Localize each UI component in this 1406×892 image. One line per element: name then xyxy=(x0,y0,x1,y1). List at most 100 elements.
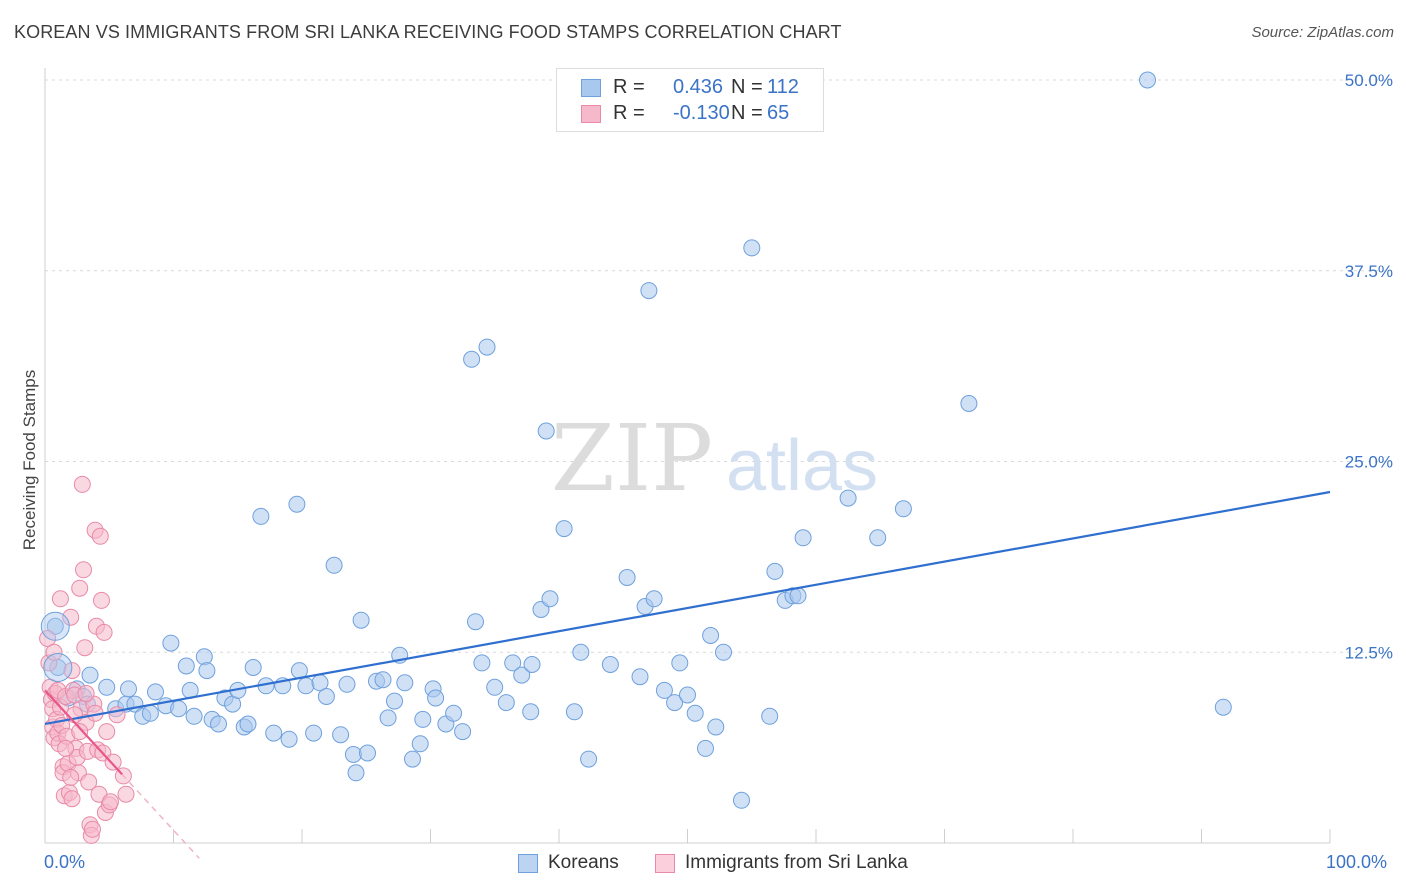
sri-lanka-point xyxy=(62,608,80,626)
korean-point xyxy=(141,704,159,722)
trend-lines xyxy=(44,490,1331,859)
sri-lanka-swatch xyxy=(581,105,601,123)
korean-point xyxy=(715,643,732,661)
korean-point xyxy=(162,634,180,652)
korean-point xyxy=(81,666,99,684)
korean-point xyxy=(679,686,696,704)
korean-point xyxy=(280,730,298,748)
korean-point xyxy=(666,694,684,712)
sri-lanka-point xyxy=(63,790,81,808)
korean-point xyxy=(265,724,283,742)
korean-point xyxy=(580,750,598,768)
korean-point xyxy=(239,715,257,733)
korean-point xyxy=(252,507,270,525)
sri-lanka-point xyxy=(91,527,109,545)
data-points xyxy=(39,71,1232,844)
sri-lanka-point xyxy=(76,639,94,657)
sri-lanka-point xyxy=(80,773,98,791)
watermark-zip: ZIP xyxy=(551,405,713,512)
x-tick-label-min: 0.0% xyxy=(44,852,86,872)
y-tick-label: 50.0% xyxy=(1345,71,1393,90)
korean-point xyxy=(960,395,978,412)
korean-point xyxy=(454,723,472,741)
grid-lines xyxy=(45,79,1392,653)
sri-lanka-point xyxy=(73,475,91,493)
korean-point xyxy=(473,654,491,672)
chart-title: KOREAN VS IMMIGRANTS FROM SRI LANKA RECE… xyxy=(14,22,842,42)
korean-point xyxy=(537,422,555,440)
sri-lanka-trend-extension xyxy=(121,773,200,859)
korean-point xyxy=(697,739,714,757)
n-value: 112 xyxy=(767,76,799,98)
korean-point xyxy=(839,489,857,507)
korean-point xyxy=(40,611,70,641)
korean-point xyxy=(244,659,262,676)
korean-point xyxy=(347,764,365,782)
korean-point xyxy=(640,282,658,300)
korean-point xyxy=(733,791,750,809)
korean-point xyxy=(1214,698,1232,716)
korean-point xyxy=(379,709,397,727)
legend-swatch-koreans xyxy=(518,854,538,873)
korean-point xyxy=(386,692,403,710)
korean-point xyxy=(794,529,812,547)
korean-point xyxy=(504,654,522,672)
legend-swatch-sri-lanka xyxy=(655,854,675,873)
korean-point xyxy=(618,569,636,586)
korean-point xyxy=(541,590,559,608)
sri-lanka-point xyxy=(77,685,95,702)
korean-point xyxy=(414,710,432,728)
korean-point xyxy=(565,703,583,721)
korean-point xyxy=(523,656,541,673)
korean-point xyxy=(396,674,414,692)
sri-lanka-point xyxy=(62,768,80,786)
sri-lanka-point xyxy=(104,753,122,771)
sri-lanka-point xyxy=(57,739,75,757)
n-label: N = xyxy=(731,102,763,124)
korean-point xyxy=(305,724,323,742)
axes xyxy=(44,68,1331,844)
x-tick-label-max: 100.0% xyxy=(1326,852,1388,872)
r-label: R = xyxy=(613,102,645,124)
korean-point xyxy=(374,671,392,689)
korean-point xyxy=(671,654,689,672)
korean-point xyxy=(869,529,887,547)
korean-point xyxy=(478,338,496,356)
korean-point xyxy=(766,562,784,580)
sri-lanka-point xyxy=(117,785,135,803)
sri-lanka-point xyxy=(51,590,69,608)
korean-point xyxy=(601,656,619,673)
korean-point xyxy=(467,613,484,631)
r-value: -0.130 xyxy=(673,102,730,124)
korean-point xyxy=(572,643,590,661)
korean-point xyxy=(702,627,720,644)
sri-lanka-point xyxy=(71,579,89,597)
y-tick-label: 37.5% xyxy=(1345,262,1393,281)
korean-point xyxy=(645,590,663,608)
y-tick-label: 25.0% xyxy=(1345,453,1393,472)
korean-point xyxy=(631,668,649,686)
korean-point xyxy=(445,704,463,722)
korean-point xyxy=(655,681,673,699)
sri-lanka-point xyxy=(71,723,89,741)
korean-point xyxy=(147,683,164,701)
korean-point xyxy=(317,688,335,705)
korean-point xyxy=(297,677,315,695)
korean-point xyxy=(98,678,116,696)
korean-point xyxy=(522,703,540,721)
korean-point xyxy=(46,617,64,635)
korean-point xyxy=(894,500,912,518)
correlation-stats-box: R = 0.436 N = 112 R = -0.130 N = 65 xyxy=(556,68,824,132)
korean-point xyxy=(195,648,213,666)
korean-point xyxy=(210,715,227,733)
sri-lanka-point xyxy=(98,723,116,741)
korean-point xyxy=(185,707,203,725)
watermark: ZIP atlas xyxy=(551,405,878,512)
korean-point xyxy=(497,694,515,712)
legend-label-koreans: Koreans xyxy=(548,852,619,873)
korean-point xyxy=(743,239,761,257)
korean-point xyxy=(359,744,376,762)
korean-point xyxy=(43,653,73,683)
korean-point xyxy=(789,587,807,605)
